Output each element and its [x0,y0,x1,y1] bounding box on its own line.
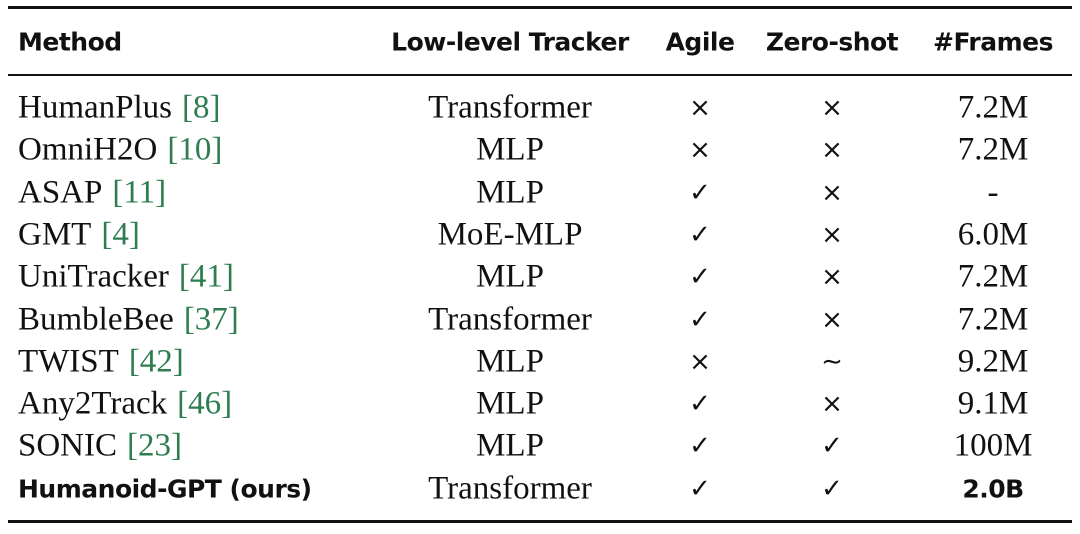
frames-cell: 7.2M [957,258,1029,295]
agile-cell: ✓ [689,262,711,293]
citation: [8] [182,89,221,126]
method-cell: Any2Track [46] [18,385,233,422]
zero-shot-cell: × [821,262,843,293]
agile-cell: × [689,135,711,166]
method-cell: HumanPlus [8] [18,89,221,126]
zero-shot-cell: ∼ [821,346,843,377]
method-name: ASAP [18,174,103,211]
frames-cell: 9.1M [957,385,1029,422]
zero-shot-cell: × [821,219,843,250]
method-name: UniTracker [18,258,169,295]
tracker-cell: MLP [476,174,544,211]
citation: [10] [167,131,223,168]
method-name: OmniH2O [18,131,158,168]
method-cell: OmniH2O [10] [18,131,223,168]
frames-cell: 7.2M [957,301,1029,337]
tracker-cell: MLP [476,427,544,464]
frames-cell: - [987,174,999,211]
frames-cell: 100M [953,427,1033,464]
tracker-cell: Transformer [428,301,592,337]
citation: [46] [177,385,233,422]
method-name: TWIST [18,343,119,380]
tracker-cell: Transformer [428,89,592,126]
agile-cell: ✓ [689,389,711,420]
citation: [37] [183,301,239,337]
method-cell: ASAP [11] [18,176,166,209]
frames-cell: 6.0M [957,216,1029,253]
method-cell: GMT [4] [18,218,140,251]
method-cell: SONIC [23] [18,427,183,464]
frames-cell: 7.2M [957,89,1029,126]
method-name: GMT [18,216,92,253]
agile-cell: × [689,346,711,377]
zero-shot-cell: ✓ [821,431,843,462]
header-cell: #Frames [932,27,1054,57]
method-name: Humanoid-GPT (ours) [18,474,312,504]
zero-shot-cell: × [821,389,843,420]
citation: [41] [178,258,234,295]
agile-cell: ✓ [689,431,711,462]
tracker-cell: MLP [476,343,544,380]
agile-cell: × [689,93,711,123]
zero-shot-cell: × [821,177,843,208]
agile-cell: ✓ [689,177,711,208]
tracker-cell: MLP [476,385,544,422]
tracker-cell: MoE-MLP [437,216,583,253]
bottom-rule [8,520,1072,523]
tracker-cell: Transformer [428,470,592,507]
citation: [11] [112,174,167,211]
method-cell: BumbleBee [37] [18,303,239,336]
agile-cell: ✓ [689,219,711,250]
method-name: HumanPlus [18,89,173,126]
agile-cell: ✓ [689,304,711,335]
tracker-cell: MLP [476,131,544,168]
zero-shot-cell: × [821,93,843,123]
top-rule [8,6,1072,9]
citation: [42] [128,343,184,380]
citation: [4] [101,216,140,253]
tracker-cell: MLP [476,258,544,295]
zero-shot-cell: ✓ [821,473,843,504]
header-cell: Low-level Tracker [391,27,629,57]
frames-cell: 2.0B [962,474,1024,504]
method-name: Any2Track [18,385,168,422]
method-cell: Humanoid-GPT (ours) [18,476,312,501]
agile-cell: ✓ [689,473,711,504]
header-cell: Agile [665,27,735,57]
method-cell: TWIST [42] [18,345,184,378]
method-name: BumbleBee [18,301,174,337]
method-name: SONIC [18,427,118,464]
zero-shot-cell: × [821,304,843,335]
header-rule [8,74,1072,76]
citation: [23] [127,427,183,464]
frames-cell: 7.2M [957,131,1029,168]
header-cell: Method [18,27,122,57]
frames-cell: 9.2M [957,343,1029,380]
zero-shot-cell: × [821,135,843,166]
method-cell: UniTracker [41] [18,258,234,295]
header-cell: Zero-shot [765,27,899,57]
